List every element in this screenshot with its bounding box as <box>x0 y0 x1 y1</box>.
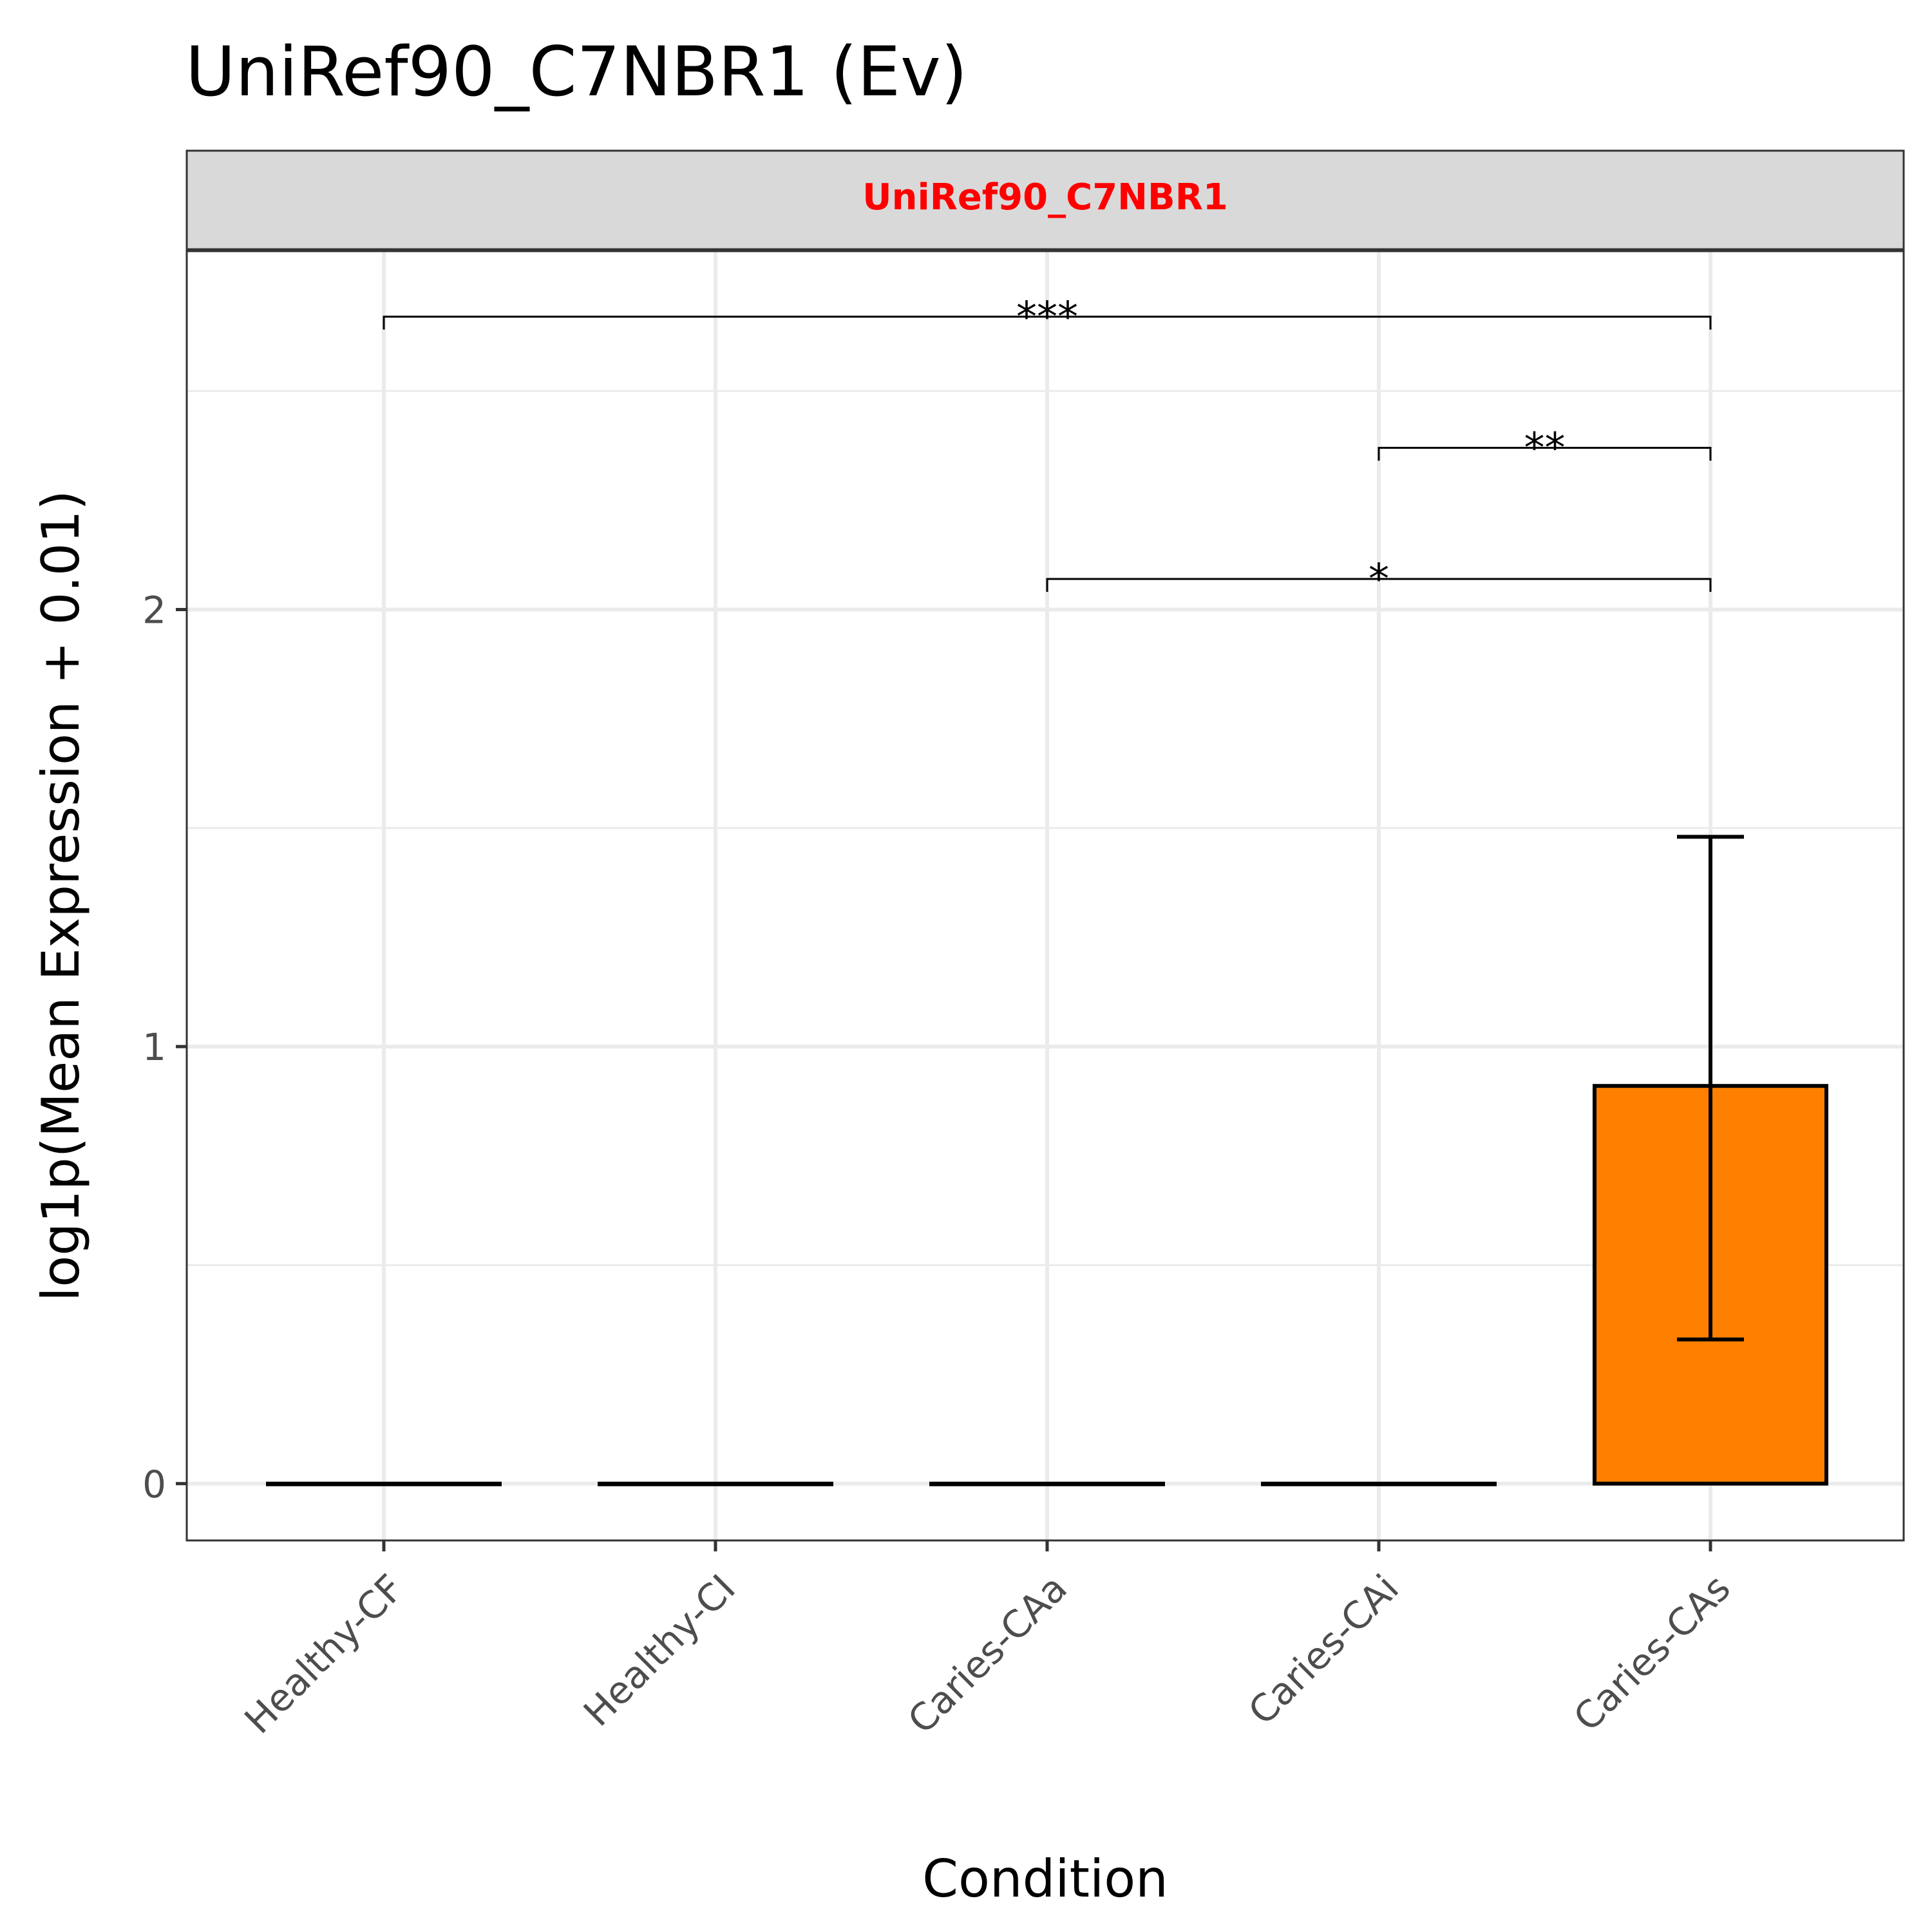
y-tick-label: 2 <box>142 588 166 632</box>
x-tick-label: Healthy-CF <box>236 1566 412 1742</box>
facet-strip <box>185 149 1905 251</box>
significance-label: *** <box>1016 294 1078 341</box>
x-tick-label: Caries-CAi <box>1240 1566 1407 1734</box>
significance-label: * <box>1368 556 1389 603</box>
y-axis-title: log1p(Mean Expression + 0.01) <box>31 490 91 1302</box>
x-tick-label: Caries-CAa <box>900 1566 1075 1742</box>
y-tick-label: 1 <box>142 1025 166 1069</box>
significance-bracket <box>1046 578 1712 592</box>
x-tick-label: Healthy-CI <box>575 1566 744 1735</box>
error-bars <box>1677 835 1744 1341</box>
chart-title: UniRef90_C7NBR1 (Ev) <box>185 32 967 111</box>
x-tick-label: Caries-CAs <box>1565 1566 1739 1740</box>
facet-strip-label: UniRef90_C7NBR1 <box>862 176 1228 218</box>
significance-bracket <box>383 316 1712 330</box>
significance-label: ** <box>1524 424 1566 472</box>
significance-brackets: ****** <box>383 294 1712 603</box>
y-axis: 0 1 2 <box>142 588 187 1506</box>
significance-bracket <box>1378 446 1712 461</box>
x-axis: Healthy-CF Healthy-CI Caries-CAa Caries-CAi… <box>236 1540 1739 1742</box>
plot-panel-border <box>185 250 1905 1542</box>
y-tick-label: 0 <box>142 1463 166 1506</box>
x-axis-title: Condition <box>922 1849 1168 1909</box>
